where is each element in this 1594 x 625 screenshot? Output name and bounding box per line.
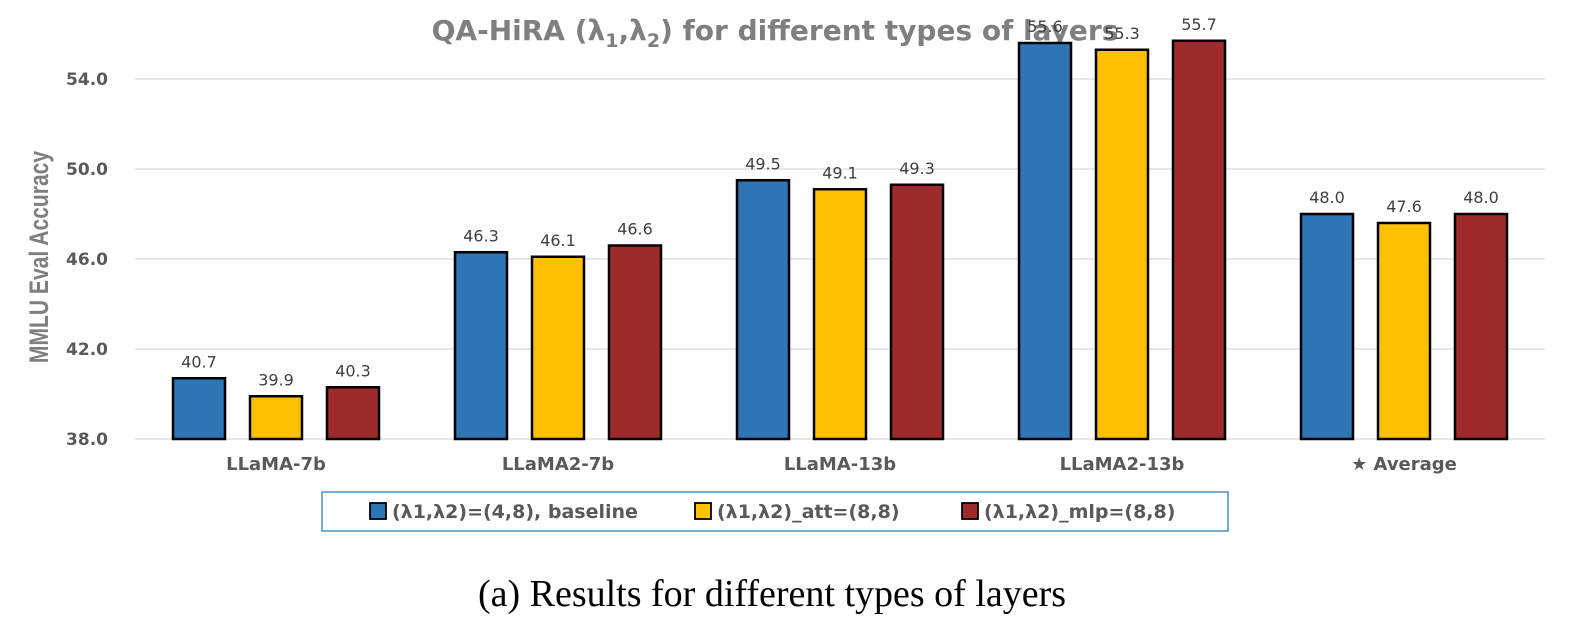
bar (171, 377, 227, 441)
data-label: 55.6 (1027, 17, 1063, 36)
data-label: 40.3 (335, 361, 371, 380)
data-label: 46.1 (540, 231, 576, 250)
legend-label: (λ1,λ2)=(4,8), baseline (392, 501, 638, 523)
x-category-label: LLaMA2-7b (502, 454, 614, 475)
data-label: 48.0 (1463, 188, 1499, 207)
data-label: 39.9 (258, 370, 294, 389)
legend-label: (λ1,λ2)_att=(8,8) (717, 501, 900, 523)
chart-title-sub1: 1 (605, 30, 618, 52)
data-label: 47.6 (1386, 197, 1422, 216)
bar (1453, 212, 1509, 441)
y-tick-label: 46.0 (66, 250, 108, 270)
data-label: 48.0 (1309, 188, 1345, 207)
y-tick-label: 38.0 (66, 430, 108, 450)
bar (1299, 212, 1355, 441)
data-label: 49.1 (822, 163, 858, 182)
legend-swatch (694, 502, 712, 520)
data-label: 49.5 (745, 154, 781, 173)
bar (1171, 39, 1227, 441)
bar (1376, 221, 1432, 441)
bar (735, 179, 791, 441)
y-tick-label: 54.0 (66, 70, 108, 90)
legend-box (321, 491, 1229, 532)
chart-title-lead: QA-HiRA (λ (432, 14, 606, 47)
legend-swatch (961, 502, 979, 520)
data-label: 55.3 (1104, 24, 1140, 43)
data-label: 49.3 (899, 159, 935, 178)
chart-title: QA-HiRA (λ1,λ2) for different types of l… (432, 14, 1119, 52)
y-tick-label: 42.0 (66, 340, 108, 360)
bar (453, 251, 509, 441)
x-category-label: ★ Average (1351, 454, 1457, 475)
chart-title-sub2: 2 (647, 30, 660, 52)
legend-label: (λ1,λ2)_mlp=(8,8) (984, 501, 1175, 523)
y-tick-label: 50.0 (66, 160, 108, 180)
figure-caption: (a) Results for different types of layer… (478, 573, 1066, 615)
bar (1094, 48, 1150, 441)
y-axis-title: MMLU Eval Accuracy (25, 150, 55, 363)
x-category-label: LLaMA-7b (226, 454, 326, 475)
x-category-label: LLaMA-13b (784, 454, 896, 475)
chart-title-tail: ) for different types of layers (660, 14, 1118, 47)
bar (812, 188, 868, 441)
bar (530, 255, 586, 441)
x-category-label: LLaMA2-13b (1060, 454, 1185, 475)
data-label: 46.3 (463, 226, 499, 245)
chart-title-comma: ,λ (618, 14, 646, 47)
bar (248, 395, 304, 441)
legend-swatch (369, 502, 387, 520)
bar (889, 183, 945, 441)
bar (607, 244, 663, 441)
data-label: 46.6 (617, 220, 653, 239)
bar (1017, 41, 1073, 441)
bar (325, 386, 381, 441)
data-label: 55.7 (1181, 15, 1217, 34)
data-label: 40.7 (181, 352, 217, 371)
